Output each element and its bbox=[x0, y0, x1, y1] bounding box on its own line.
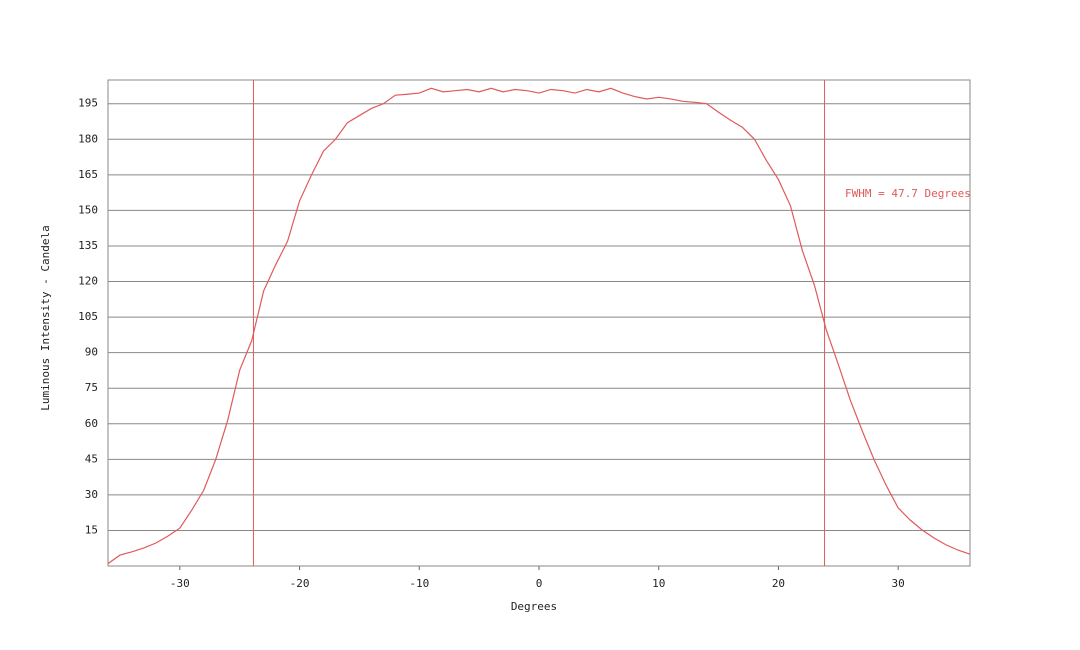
y-tick-label: 90 bbox=[85, 346, 98, 359]
y-tick-label: 45 bbox=[85, 452, 98, 465]
y-tick-label: 60 bbox=[85, 417, 98, 430]
data-line bbox=[107, 87, 971, 565]
y-tick-label: 195 bbox=[78, 97, 98, 110]
y-tick-label: 105 bbox=[78, 310, 98, 323]
x-tick-label: -10 bbox=[409, 577, 429, 590]
y-tick-label: 150 bbox=[78, 203, 98, 216]
x-tick-label: 20 bbox=[772, 577, 785, 590]
x-tick-label: 0 bbox=[536, 577, 543, 590]
x-tick-label: 10 bbox=[652, 577, 665, 590]
annotation: FWHM = 47.7 Degrees bbox=[845, 187, 971, 200]
x-axis-label: Degrees bbox=[511, 600, 557, 613]
y-axis-label: Luminous Intensity - Candela bbox=[39, 225, 52, 410]
x-tick-label: -20 bbox=[290, 577, 310, 590]
y-tick-label: 120 bbox=[78, 275, 98, 288]
plot-frame bbox=[107, 79, 971, 567]
y-tick-label: 165 bbox=[78, 168, 98, 181]
x-tick-label: 30 bbox=[892, 577, 905, 590]
x-tick-label: -30 bbox=[170, 577, 190, 590]
y-tick-label: 75 bbox=[85, 381, 98, 394]
y-tick-label: 180 bbox=[78, 132, 98, 145]
y-tick-label: 135 bbox=[78, 239, 98, 252]
y-tick-label: 15 bbox=[85, 523, 98, 536]
y-tick-label: 30 bbox=[85, 488, 98, 501]
